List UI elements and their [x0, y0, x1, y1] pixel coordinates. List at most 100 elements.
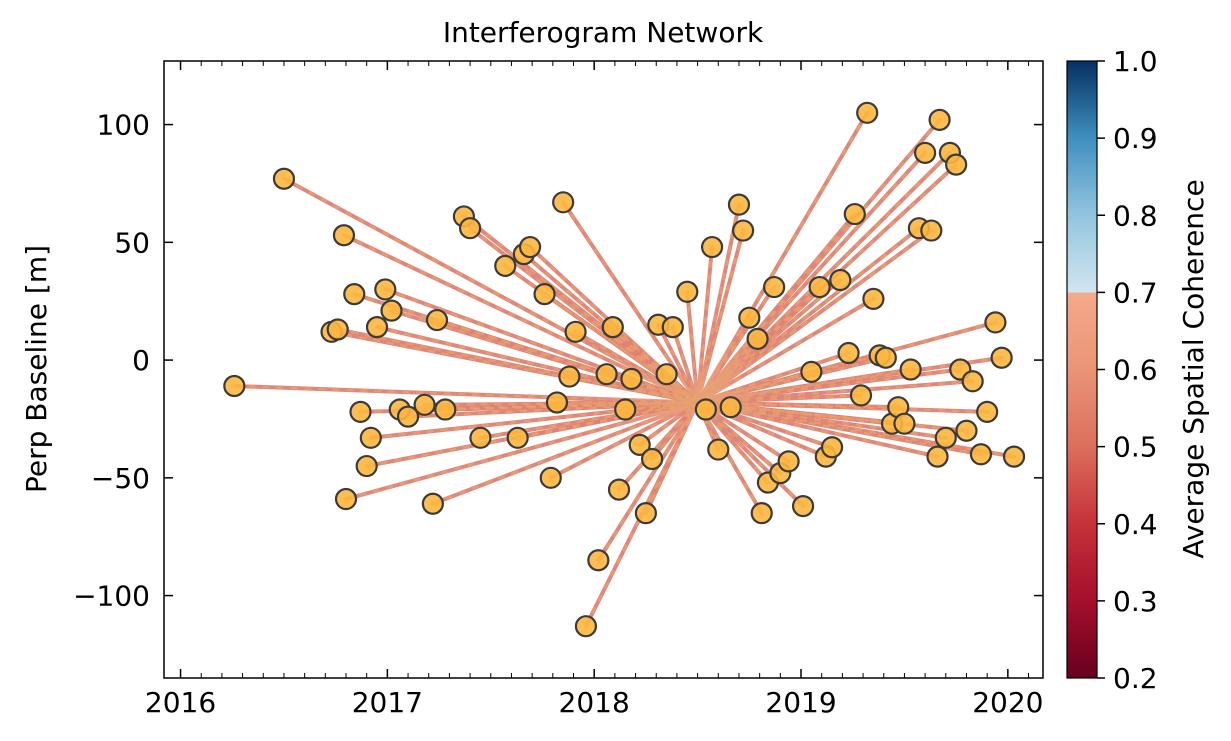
- interferogram-dash: [696, 297, 875, 404]
- acquisition-point: [601, 316, 624, 339]
- interferogram-dash: [631, 377, 699, 404]
- interferogram-dash: [611, 326, 699, 404]
- interferogram-dash: [543, 293, 699, 404]
- interferogram-dash: [697, 401, 827, 458]
- interferogram-dash: [696, 246, 714, 403]
- interferogram-dash: [331, 330, 698, 404]
- acquisition-point: [738, 306, 761, 329]
- acquisition-point: [365, 316, 389, 339]
- acquisition-point: [223, 374, 246, 398]
- x-tick-label: 2020: [972, 686, 1043, 719]
- chart-title: Interferogram Network: [443, 16, 764, 49]
- acquisition-point: [374, 278, 397, 301]
- colorbar-tick-label: 0.3: [1113, 585, 1158, 618]
- acquisition-point: [746, 327, 769, 350]
- acquisition-point: [676, 280, 699, 303]
- interferogram-dash: [696, 163, 957, 404]
- colorbar-tick-label: 0.5: [1113, 431, 1158, 464]
- acquisition-point: [539, 466, 562, 489]
- acquisition-point: [641, 447, 664, 471]
- interferogram-dash: [696, 286, 776, 404]
- acquisition-point: [506, 426, 529, 449]
- interferogram-dash: [651, 401, 699, 460]
- interferogram-dash: [345, 401, 698, 501]
- acquisition-point: [332, 224, 356, 247]
- interferogram-dash: [696, 279, 842, 404]
- interferogram-dash: [424, 401, 698, 407]
- acquisition-point: [984, 311, 1007, 334]
- acquisition-point: [272, 167, 296, 190]
- interferogram-dash: [697, 356, 887, 404]
- colorbar-tick-label: 0.7: [1113, 276, 1158, 309]
- interferogram-dash: [697, 401, 899, 409]
- acquisition-point: [800, 360, 823, 383]
- interferogram-dash: [517, 401, 698, 440]
- y-axis-label: Perp Baseline [m]: [20, 245, 53, 493]
- colorbar: [1066, 60, 1098, 679]
- acquisition-point: [926, 445, 949, 468]
- acquisition-point: [990, 346, 1013, 369]
- interferogram-lines: [232, 110, 1017, 629]
- acquisition-point: [620, 367, 643, 391]
- acquisition-point: [558, 365, 581, 388]
- x-axis: 2016 2017 2018 2019 2020: [145, 61, 1043, 719]
- acquisition-point: [791, 494, 815, 518]
- interferogram-dash: [436, 318, 698, 404]
- y-tick-label: 100: [97, 109, 150, 142]
- acquisition-point: [628, 433, 651, 456]
- acquisition-point: [494, 254, 517, 277]
- acquisition-point: [694, 398, 717, 421]
- interferogram-dash: [697, 351, 849, 404]
- interferogram-dash: [696, 204, 741, 403]
- interferogram-dash: [697, 401, 982, 456]
- acquisition-point: [434, 398, 457, 421]
- interferogram-dash: [696, 227, 920, 404]
- interferogram-dash: [696, 317, 751, 404]
- acquisition-point: [634, 502, 657, 525]
- acquisition-point: [808, 275, 831, 299]
- interferogram-dash: [638, 401, 699, 446]
- acquisition-point: [469, 426, 492, 449]
- acquisition-point: [355, 454, 378, 478]
- acquisition-point: [655, 363, 678, 386]
- acquisition-point: [914, 141, 937, 164]
- colorbar-tick-label: 1.0: [1113, 45, 1158, 78]
- interferogram-line: [548, 400, 700, 480]
- acquisition-point: [829, 268, 852, 292]
- acquisition-point: [763, 275, 786, 299]
- interferogram-dash: [618, 401, 699, 491]
- interferogram-dash: [696, 229, 933, 404]
- x-tick-label: 2017: [352, 686, 423, 719]
- acquisition-point: [326, 318, 349, 341]
- acquisition-point: [614, 398, 637, 421]
- y-axis: −100 −50 0 50 100: [73, 109, 1043, 613]
- acquisition-point: [700, 235, 724, 259]
- acquisition-point: [518, 235, 542, 259]
- interferogram-dash: [696, 152, 927, 404]
- colorbar-tick-label: 0.6: [1113, 354, 1158, 387]
- acquisition-point: [849, 384, 873, 407]
- colorbar-tick-label: 0.8: [1113, 199, 1158, 232]
- acquisition-point: [552, 191, 575, 214]
- acquisition-point: [777, 450, 800, 473]
- acquisition-point: [545, 391, 569, 414]
- acquisition-point: [856, 101, 879, 124]
- acquisition-point: [727, 193, 751, 216]
- acquisition-point: [945, 153, 968, 176]
- acquisition-point: [955, 419, 978, 442]
- acquisition-point: [862, 287, 885, 310]
- acquisition-point: [893, 412, 916, 435]
- interferogram-line: [281, 176, 700, 405]
- acquisition-point: [874, 346, 897, 369]
- acquisition-point: [343, 283, 366, 306]
- interferogram-dash: [697, 401, 1015, 458]
- interferogram-dash: [644, 401, 699, 514]
- acquisition-point: [843, 202, 866, 226]
- acquisition-point: [719, 396, 742, 419]
- acquisition-point: [533, 283, 556, 306]
- acquisition-point: [413, 393, 436, 416]
- interferogram-dash: [697, 401, 967, 432]
- acquisition-point: [837, 341, 860, 365]
- acquisition-point: [421, 492, 444, 515]
